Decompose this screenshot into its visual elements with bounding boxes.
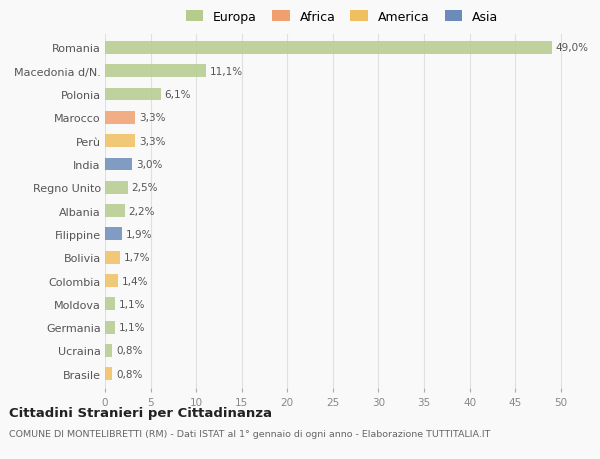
Text: 3,3%: 3,3% [139,136,165,146]
Bar [105,65,206,78]
Text: 1,1%: 1,1% [119,299,145,309]
Legend: Europa, Africa, America, Asia: Europa, Africa, America, Asia [185,11,499,23]
Text: 49,0%: 49,0% [556,44,589,53]
Text: Cittadini Stranieri per Cittadinanza: Cittadini Stranieri per Cittadinanza [9,406,272,419]
Bar [105,368,112,381]
Bar [105,89,161,101]
Bar [105,344,112,357]
Bar [105,298,115,311]
Text: 1,1%: 1,1% [119,322,145,332]
Bar [105,42,551,55]
Text: 1,7%: 1,7% [124,252,151,263]
Bar [105,135,135,148]
Bar [105,228,122,241]
Bar [105,251,121,264]
Text: 3,3%: 3,3% [139,113,165,123]
Text: 11,1%: 11,1% [210,67,243,77]
Bar [105,158,133,171]
Text: 1,4%: 1,4% [121,276,148,286]
Text: 6,1%: 6,1% [164,90,191,100]
Text: 0,8%: 0,8% [116,369,142,379]
Bar [105,112,135,124]
Bar [105,274,118,287]
Text: 3,0%: 3,0% [136,160,163,170]
Text: 2,5%: 2,5% [131,183,158,193]
Text: 0,8%: 0,8% [116,346,142,356]
Bar [105,321,115,334]
Bar [105,181,128,194]
Text: 2,2%: 2,2% [128,206,155,216]
Text: COMUNE DI MONTELIBRETTI (RM) - Dati ISTAT al 1° gennaio di ogni anno - Elaborazi: COMUNE DI MONTELIBRETTI (RM) - Dati ISTA… [9,429,490,438]
Text: 1,9%: 1,9% [126,230,152,240]
Bar [105,205,125,218]
